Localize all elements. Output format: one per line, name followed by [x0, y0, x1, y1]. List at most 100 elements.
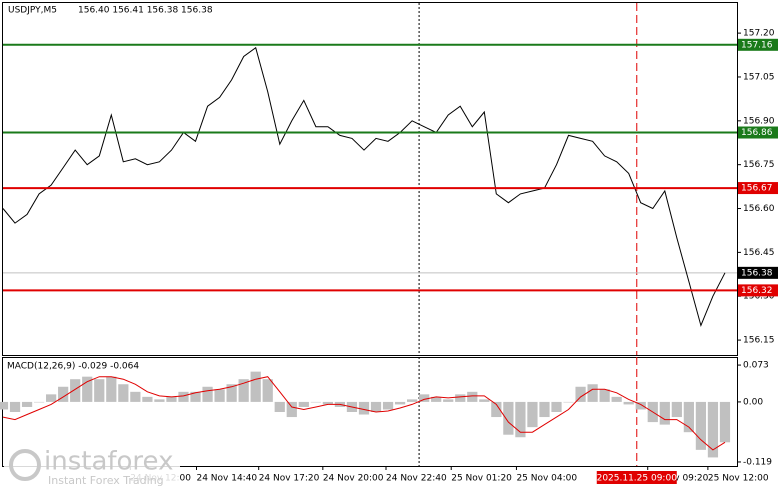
x-tick-label: 25 Nov 01:20	[451, 474, 512, 484]
y-tick-label: 156.45	[743, 248, 775, 258]
y-tick-label: 156.60	[743, 204, 775, 214]
histogram-bar	[130, 391, 141, 402]
histogram-bar	[70, 379, 81, 402]
histogram-bar	[202, 386, 213, 402]
histogram-bar	[250, 371, 261, 402]
level-label: 156.86	[741, 128, 773, 138]
histogram-bar	[286, 401, 297, 418]
histogram-bar	[491, 401, 502, 418]
price-panel	[2, 2, 738, 356]
histogram-bar	[310, 401, 321, 403]
histogram-bar	[479, 399, 490, 402]
x-tick-label: 24 Nov 17:20	[259, 474, 320, 484]
histogram-bar	[94, 379, 105, 402]
histogram-bar	[190, 391, 201, 402]
histogram-bar	[683, 401, 694, 433]
level-label: 157.16	[741, 40, 773, 50]
y-tick-label: 157.05	[743, 72, 775, 82]
signal-line	[2, 376, 726, 451]
time-marker-label-bg	[596, 471, 677, 484]
histogram-bar	[0, 401, 9, 410]
histogram-bar	[178, 391, 189, 402]
histogram-bar	[467, 391, 478, 402]
histogram-bar	[587, 384, 598, 402]
histogram-bar	[503, 401, 514, 435]
histogram-bar	[419, 394, 430, 402]
x-tick-label: 25 Nov 12:00	[708, 474, 769, 484]
y-tick-label: 156.90	[743, 116, 775, 126]
histogram-bar	[707, 401, 719, 458]
histogram-bar	[671, 401, 682, 418]
x-tick-label: 25 Nov 09:20	[648, 474, 709, 484]
histogram-bar	[611, 396, 622, 402]
watermark: instaforex Instant Forex Trading	[4, 444, 180, 488]
histogram-bar	[551, 401, 562, 413]
histogram-bar	[21, 401, 33, 407]
histogram-bar	[58, 386, 69, 402]
y-tick-label: 0.00	[743, 397, 763, 407]
histogram-bar	[262, 379, 273, 402]
histogram-bar	[599, 389, 610, 402]
level-label-bg	[738, 182, 778, 195]
histogram-bar	[46, 394, 57, 402]
histogram-bar	[431, 396, 442, 402]
histogram-bar	[443, 399, 454, 402]
histogram-bar	[527, 401, 538, 428]
histogram-bar	[238, 379, 249, 402]
watermark-bg	[4, 444, 180, 488]
y-tick-label: 157.20	[743, 29, 775, 39]
y-tick-label: 156.30	[743, 292, 775, 302]
y-tick-label: -0.119	[743, 457, 772, 467]
level-label: 156.32	[741, 286, 773, 296]
histogram-bar	[9, 401, 21, 413]
x-tick-label: 24 Nov 14:40	[196, 474, 257, 484]
histogram-bar	[623, 401, 634, 405]
histogram-bar	[539, 401, 550, 418]
histogram-bar	[575, 386, 586, 402]
level-label-bg	[738, 38, 778, 51]
watermark-name: instaforex	[44, 447, 173, 477]
histogram-bar	[33, 401, 45, 403]
histogram-bar	[407, 399, 418, 402]
histogram-bar	[298, 401, 309, 407]
histogram-bar	[719, 401, 731, 443]
price-header: 156.40 156.41 156.38 156.38	[78, 6, 213, 16]
x-tick-label: 24 Nov 20:00	[323, 474, 384, 484]
histogram-bar	[322, 401, 333, 405]
histogram-bar	[358, 401, 370, 415]
level-label-bg	[738, 126, 778, 139]
histogram-bar	[563, 401, 574, 403]
y-tick-label: 156.15	[743, 336, 775, 346]
level-label: 156.67	[741, 184, 773, 194]
watermark-tagline: Instant Forex Trading	[48, 474, 164, 487]
histogram-bar	[455, 394, 466, 402]
histogram-bar	[82, 376, 93, 402]
x-tick-label: 25 Nov 04:00	[516, 474, 577, 484]
histogram-bar	[382, 401, 394, 410]
histogram-bar	[166, 396, 177, 402]
price-line	[2, 46, 726, 328]
current-price-label: 156.38	[741, 268, 773, 278]
histogram-bar	[695, 401, 707, 450]
histogram-bar	[118, 384, 129, 402]
histogram-bar	[635, 401, 646, 410]
histogram-bar	[226, 384, 237, 402]
watermark-logo	[9, 449, 41, 481]
histogram-bar	[142, 396, 153, 402]
macd-panel	[2, 357, 738, 467]
macd-title: MACD(12,26,9) -0.029 -0.064	[7, 362, 139, 372]
x-tick-label: 24 Nov 22:40	[386, 474, 447, 484]
y-tick-label: 156.75	[743, 160, 775, 170]
histogram-bar	[370, 401, 382, 413]
histogram-bar	[106, 376, 117, 402]
histogram-bar	[394, 401, 406, 405]
current-price-bg	[738, 266, 778, 279]
histogram-bar	[154, 399, 165, 402]
histogram-bar	[659, 401, 670, 425]
y-tick-label: 0.073	[743, 361, 769, 371]
symbol-title: USDJPY,M5	[8, 6, 57, 16]
histogram-bar	[214, 389, 225, 402]
level-label-bg	[738, 284, 778, 297]
time-marker-label: 2025.11.25 09:00	[597, 474, 678, 484]
